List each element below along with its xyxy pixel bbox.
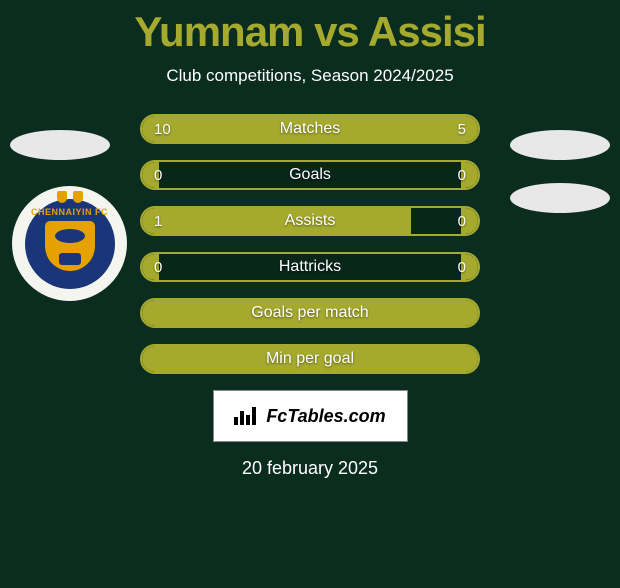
stat-value-left: 0: [154, 254, 162, 280]
stat-value-right: 0: [458, 254, 466, 280]
stat-label: Assists: [142, 208, 478, 234]
page-title: Yumnam vs Assisi: [0, 8, 620, 56]
footer-brand-plate: FcTables.com: [213, 390, 408, 442]
stat-row: Assists1 0: [140, 206, 480, 236]
stat-label: Goals: [142, 162, 478, 188]
trophy-icon: [73, 191, 83, 203]
stat-value-left: 10: [154, 116, 171, 142]
team-logo: CHENNAIYIN FC: [12, 186, 127, 301]
player-badge-left: [10, 130, 110, 160]
stat-label: Min per goal: [142, 346, 478, 372]
stat-value-right: 5: [458, 116, 466, 142]
player-badge-right-2: [510, 183, 610, 213]
player-badge-right-1: [510, 130, 610, 160]
team-logo-icon: [45, 221, 95, 271]
stat-row: Goals0 0: [140, 160, 480, 190]
page-subtitle: Club competitions, Season 2024/2025: [0, 66, 620, 86]
team-logo-label: CHENNAIYIN FC: [31, 207, 108, 217]
stat-label: Goals per match: [142, 300, 478, 326]
stat-value-left: 0: [154, 162, 162, 188]
stat-value-right: 0: [458, 208, 466, 234]
stat-row: Matches10 5: [140, 114, 480, 144]
stat-row: Goals per match: [140, 298, 480, 328]
stat-value-left: 1: [154, 208, 162, 234]
stat-value-right: 0: [458, 162, 466, 188]
footer-brand-label: FcTables.com: [266, 406, 385, 427]
stat-row: Min per goal: [140, 344, 480, 374]
stats-chart: Matches105Goals00Assists10Hattricks00Goa…: [140, 114, 480, 374]
footer-date: 20 february 2025: [0, 458, 620, 479]
stat-label: Matches: [142, 116, 478, 142]
brand-chart-icon: [234, 407, 256, 425]
stat-row: Hattricks0 0: [140, 252, 480, 282]
trophy-icon: [57, 191, 67, 203]
stat-label: Hattricks: [142, 254, 478, 280]
